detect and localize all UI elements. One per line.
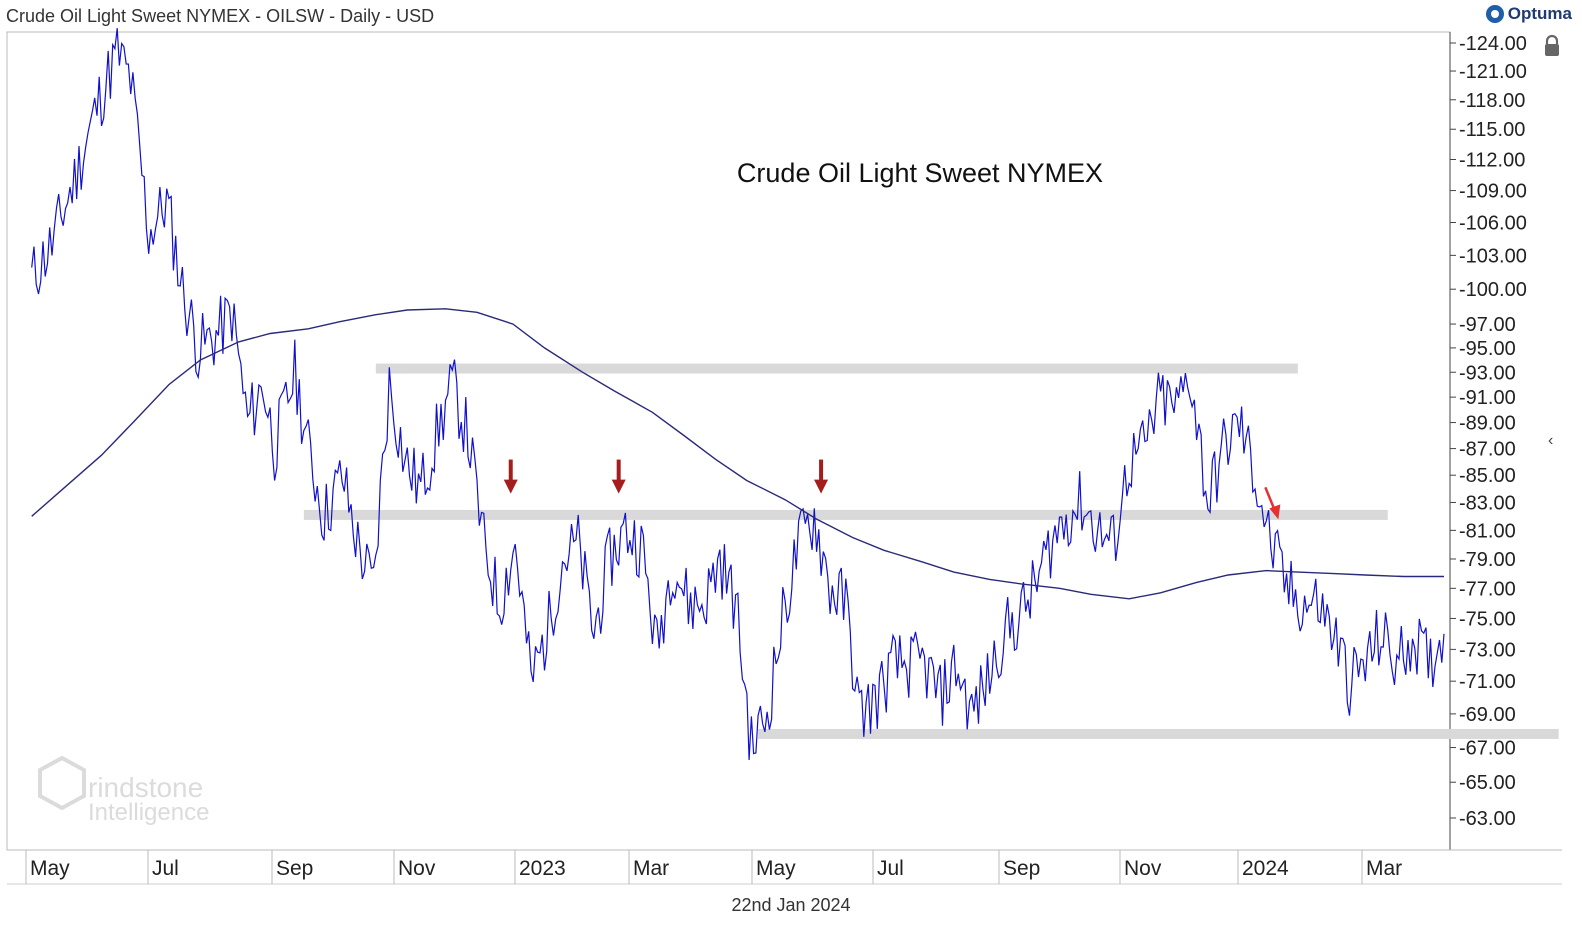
y-tick-label: -77.00 xyxy=(1459,578,1516,600)
y-tick-label: -79.00 xyxy=(1459,549,1516,571)
chart-date: 22nd Jan 2024 xyxy=(731,895,851,915)
level-band xyxy=(303,509,1388,520)
x-tick-label: Jul xyxy=(152,857,179,880)
y-tick-label: -95.00 xyxy=(1459,338,1516,360)
y-tick-label: -103.00 xyxy=(1459,245,1527,267)
x-tick-label: May xyxy=(30,857,70,880)
x-tick-label: Sep xyxy=(1003,857,1040,880)
down-arrow-icon xyxy=(616,459,621,482)
brand-name: Optuma xyxy=(1507,4,1572,23)
lock-icon[interactable] xyxy=(1543,34,1561,58)
x-tick-label: Mar xyxy=(633,857,669,880)
x-tick-label: Mar xyxy=(1366,857,1402,880)
down-arrow-icon xyxy=(503,479,518,494)
y-tick-label: -91.00 xyxy=(1459,387,1516,409)
chart-title: Crude Oil Light Sweet NYMEX xyxy=(737,158,1103,188)
y-tick-label: -109.00 xyxy=(1459,181,1527,203)
y-tick-label: -85.00 xyxy=(1459,465,1516,487)
y-tick-label: -63.00 xyxy=(1459,808,1516,830)
y-tick-label: -71.00 xyxy=(1459,671,1516,693)
y-tick-label: -65.00 xyxy=(1459,772,1516,794)
y-tick-label: -100.00 xyxy=(1459,279,1527,301)
y-tick-label: -118.00 xyxy=(1459,90,1525,112)
chart-header-title: Crude Oil Light Sweet NYMEX - OILSW - Da… xyxy=(6,6,435,26)
watermark-text: rindstone xyxy=(88,772,203,803)
y-tick-label: -106.00 xyxy=(1459,213,1527,235)
x-tick-label: Sep xyxy=(276,857,313,880)
y-tick-label: -75.00 xyxy=(1459,608,1516,630)
x-tick-label: May xyxy=(756,857,796,880)
y-tick-label: -81.00 xyxy=(1459,520,1516,542)
y-tick-label: -97.00 xyxy=(1459,314,1516,336)
optuma-logo-icon xyxy=(1485,5,1504,23)
x-tick-label: 2024 xyxy=(1242,857,1289,880)
price-series-line xyxy=(31,28,1445,761)
y-tick-label: -112.00 xyxy=(1459,149,1525,171)
x-tick-label: Jul xyxy=(877,857,904,880)
watermark-hexagon-icon xyxy=(38,755,86,811)
down-arrow-icon xyxy=(814,479,829,494)
x-tick-label: Nov xyxy=(1124,857,1162,880)
down-arrow-icon xyxy=(508,459,513,482)
moving-average-line xyxy=(31,308,1444,600)
plot-area xyxy=(6,31,1451,851)
y-tick-label: -73.00 xyxy=(1459,639,1516,661)
y-tick-label: -121.00 xyxy=(1459,61,1527,83)
x-tick-label: 2023 xyxy=(519,857,566,880)
down-arrow-icon xyxy=(1269,504,1281,520)
collapse-panel-icon[interactable]: ‹ xyxy=(1548,432,1554,449)
down-arrow-icon xyxy=(1264,486,1276,510)
level-band xyxy=(375,363,1298,374)
x-tick-label: Nov xyxy=(398,857,436,880)
y-tick-label: -67.00 xyxy=(1459,738,1516,760)
y-tick-label: -69.00 xyxy=(1459,704,1516,726)
y-tick-label: -87.00 xyxy=(1459,439,1516,461)
down-arrow-icon xyxy=(611,479,626,494)
y-tick-label: -83.00 xyxy=(1459,492,1516,514)
y-tick-label: -115.00 xyxy=(1459,119,1525,141)
y-tick-label: -89.00 xyxy=(1459,413,1516,435)
brand-logo: Optuma xyxy=(1485,4,1572,24)
down-arrow-icon xyxy=(819,459,824,482)
watermark-text: Intelligence xyxy=(88,799,209,826)
y-tick-label: -93.00 xyxy=(1459,362,1516,384)
level-band xyxy=(758,728,1559,739)
y-tick-label: -124.00 xyxy=(1459,33,1527,55)
